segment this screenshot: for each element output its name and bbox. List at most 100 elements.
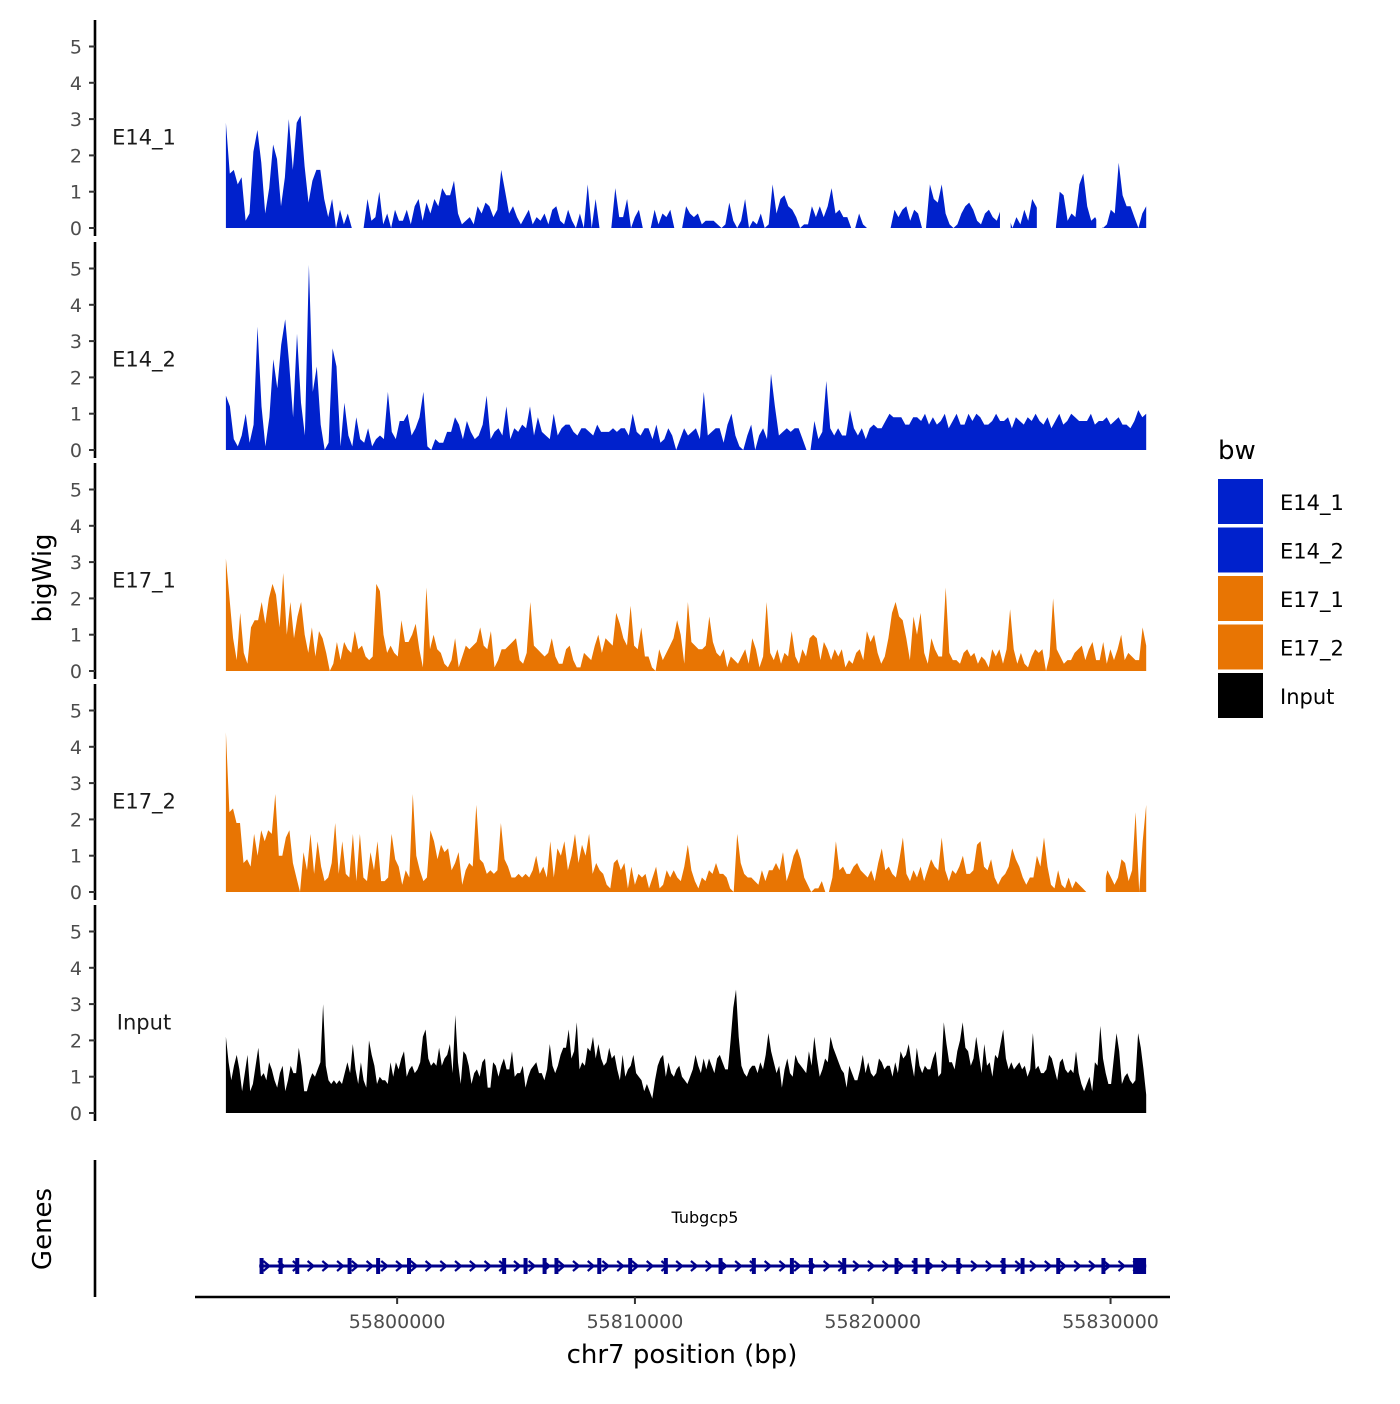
exon [376, 1258, 381, 1274]
exon [956, 1258, 961, 1274]
track-label: E17_1 [112, 568, 176, 593]
y-tick-label: 4 [70, 516, 82, 538]
signal-area-E14_2 [225, 264, 1147, 450]
strand-arrow [528, 1260, 537, 1272]
y-tick-label: 5 [70, 922, 82, 944]
strand-arrow [601, 1260, 611, 1272]
gene-track-title: Genes [28, 1188, 58, 1270]
exon [1001, 1258, 1006, 1274]
strand-arrow [483, 1260, 493, 1272]
x-axis: 55800000 55810000 55820000 55830000 [195, 1295, 1170, 1333]
gene-label: Tubgcp5 [671, 1208, 739, 1227]
legend-label: Input [1280, 685, 1334, 709]
track-label: E14_2 [112, 347, 176, 372]
legend-swatch [1218, 624, 1263, 670]
strand-arrow [513, 1260, 522, 1272]
track-E17_1: 0 1 2 3 4 5 E17_1 [70, 462, 1147, 683]
strand-arrow [940, 1260, 950, 1272]
strand-arrow [763, 1260, 773, 1272]
y-tick-label: 4 [70, 295, 82, 317]
y-tick-label: 4 [70, 737, 82, 759]
strand-arrow [675, 1260, 684, 1272]
strand-arrow [1058, 1260, 1068, 1272]
strand-arrow [970, 1260, 979, 1272]
y-axis-title: bigWig [28, 533, 58, 622]
legend-label: E14_1 [1280, 491, 1344, 516]
y-tick-label: 5 [70, 37, 82, 59]
strand-arrow [306, 1260, 316, 1272]
y-tick-label: 1 [70, 1067, 82, 1089]
exon [295, 1258, 300, 1274]
legend-swatch [1218, 527, 1263, 573]
legend-swatch [1218, 576, 1263, 621]
strand-arrow [439, 1260, 448, 1272]
strand-arrow [1088, 1260, 1097, 1272]
y-tick-label: 0 [70, 882, 82, 904]
y-tick-label: 4 [70, 73, 82, 95]
y-tick-label: 0 [70, 218, 82, 240]
legend-swatch [1218, 673, 1263, 718]
coverage-gap [999, 27, 1011, 231]
y-tick-label: 3 [70, 552, 82, 574]
strand-arrow [985, 1260, 994, 1272]
track-label: Input [117, 1010, 171, 1034]
exon [913, 1258, 918, 1274]
y-tick-label: 3 [70, 994, 82, 1016]
signal-area-E14_1 [225, 115, 1147, 228]
strand-arrow [587, 1260, 596, 1272]
strand-arrow [734, 1260, 743, 1272]
y-tick-label: 4 [70, 958, 82, 980]
strand-arrow [1117, 1260, 1127, 1272]
exon [1133, 1258, 1147, 1274]
strand-arrow [424, 1260, 434, 1272]
strand-arrow [262, 1260, 272, 1272]
y-tick-label: 2 [70, 588, 82, 610]
y-tick-label: 3 [70, 109, 82, 131]
strand-arrow [645, 1260, 655, 1272]
exon [925, 1258, 930, 1274]
strand-arrow [793, 1260, 802, 1272]
exon [502, 1258, 507, 1274]
strand-arrow [704, 1260, 714, 1272]
track-label: E14_1 [112, 125, 176, 150]
strand-arrow [631, 1260, 640, 1272]
exon [1101, 1258, 1106, 1274]
y-tick-label: 5 [70, 701, 82, 723]
exon [278, 1258, 283, 1274]
exon [808, 1258, 813, 1274]
exon [663, 1258, 668, 1274]
strand-arrow [1044, 1260, 1053, 1272]
x-tick-label: 55800000 [349, 1311, 446, 1333]
legend-title: bw [1218, 436, 1256, 466]
legend-label: E17_2 [1280, 637, 1344, 662]
exon [407, 1258, 412, 1274]
strand-arrow [410, 1260, 419, 1272]
exon [628, 1258, 633, 1274]
strand-arrow [395, 1260, 404, 1272]
track-E17_2: 0 1 2 3 4 5 E17_2 [70, 683, 1147, 904]
exon [597, 1258, 602, 1274]
exon [1020, 1258, 1025, 1274]
strand-arrow [380, 1260, 390, 1272]
y-tick-label: 2 [70, 1030, 82, 1052]
gene-track [93, 1160, 1147, 1297]
signal-area-Input [225, 989, 1147, 1113]
track-label: E17_2 [112, 789, 176, 814]
coverage-gap [1096, 27, 1103, 231]
strand-arrow [896, 1260, 906, 1272]
exon [894, 1258, 899, 1274]
exon [523, 1258, 528, 1274]
y-tick-label: 3 [70, 773, 82, 795]
exon [347, 1258, 352, 1274]
track-Input: 0 1 2 3 4 5 Input [70, 904, 1147, 1125]
y-tick-label: 5 [70, 259, 82, 281]
exon [842, 1258, 847, 1274]
y-tick-label: 2 [70, 145, 82, 167]
strand-arrow [616, 1260, 625, 1272]
x-tick-label: 55820000 [824, 1311, 921, 1333]
y-tick-label: 3 [70, 331, 82, 353]
strand-arrow [881, 1260, 891, 1272]
x-tick-label: 55810000 [587, 1311, 684, 1333]
y-tick-label: 1 [70, 846, 82, 868]
